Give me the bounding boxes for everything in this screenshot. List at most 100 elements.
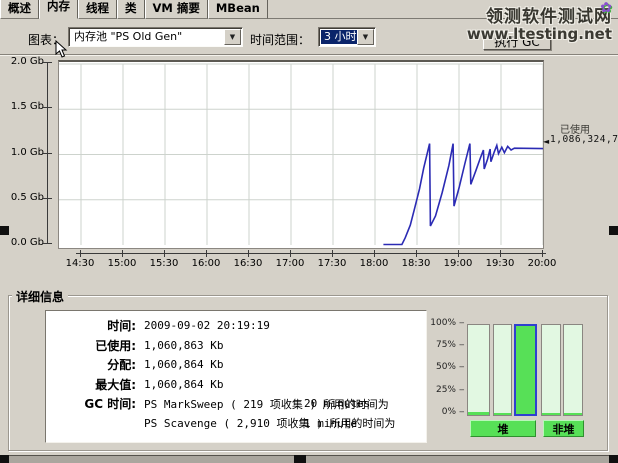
- tab-MBean[interactable]: MBean: [207, 0, 268, 19]
- gauge-scale-row: 75% --: [428, 340, 464, 350]
- chevron-down-icon[interactable]: ▼: [224, 29, 241, 45]
- y-tick-label: 0.0 Gb: [10, 237, 44, 248]
- y-axis-ruler: [47, 62, 48, 243]
- resize-handle-left[interactable]: [0, 226, 9, 235]
- watermark-site-name: 领测软件测试网: [486, 7, 612, 27]
- gauge-scale-label: 50%: [435, 362, 456, 373]
- time-range-combobox[interactable]: 3 小时 ▼: [318, 27, 376, 47]
- chart-select-label: 图表：: [28, 33, 65, 47]
- details-panel: 时间: 2009-09-02 20:19:19 已使用: 1,060,863 Kb 分配…: [45, 310, 427, 443]
- gauge-button-堆[interactable]: 堆: [470, 420, 536, 437]
- details-row-value: PS MarkSweep ( 219 项收集 ) 所用的时间为: [144, 397, 389, 411]
- x-tick-label: 15:30: [149, 258, 179, 269]
- x-tick-label: 17:00: [275, 258, 305, 269]
- selection-border-bottom: [0, 455, 618, 463]
- time-range-value: 3 小时: [321, 30, 358, 44]
- details-row-label: GC 时间:: [84, 397, 136, 412]
- gauge-scale-label: 25%: [435, 384, 456, 395]
- x-axis-ruler: [76, 253, 546, 254]
- memory-pool-bar-non-heap-1[interactable]: [541, 324, 561, 416]
- chart-select-value: 内存池 "PS Old Gen": [74, 30, 183, 43]
- y-tick-label: 0.5 Gb: [10, 191, 44, 203]
- x-tick-label: 20:00: [527, 258, 557, 269]
- bar-fill: [564, 413, 582, 415]
- x-tick-label: 19:00: [443, 258, 473, 269]
- series-line-已使用: [383, 142, 544, 246]
- x-tick-label: 15:00: [107, 258, 137, 269]
- x-tick-mark: [80, 250, 81, 257]
- time-range-label: 时间范围：: [250, 33, 311, 47]
- details-row-label: 分配:: [107, 358, 136, 373]
- perform-gc-button[interactable]: 执行 GC: [483, 32, 551, 50]
- gauge-scale-label: 75%: [435, 340, 456, 351]
- gauge-scale-row: 50% --: [428, 362, 464, 372]
- x-tick-mark: [458, 250, 459, 257]
- chart-plot-area[interactable]: [58, 60, 544, 249]
- details-group-title: 详细信息: [12, 288, 69, 305]
- x-tick-label: 18:30: [401, 258, 431, 269]
- resize-handle-bottom-center[interactable]: [294, 455, 306, 463]
- x-tick-mark: [122, 250, 123, 257]
- details-row-gc-duration: 1 minute: [304, 416, 357, 430]
- y-tick-label: 2.0 Gb: [10, 56, 44, 67]
- resize-handle-bottom-right[interactable]: [609, 455, 618, 463]
- y-tick-label: 1.5 Gb: [10, 101, 44, 113]
- memory-pool-bar-survivor[interactable]: [493, 324, 512, 416]
- details-row-gc-duration: 20 minutes: [304, 397, 371, 411]
- watermark-url: www.ltesting.net: [466, 25, 612, 43]
- gauge-scale-label: 100%: [430, 318, 456, 328]
- memory-pool-bar-non-heap-2[interactable]: [563, 324, 583, 416]
- x-tick-mark: [542, 250, 543, 257]
- details-row-label: 时间:: [107, 319, 136, 334]
- current-value: 1,086,324,720: [550, 134, 618, 145]
- y-tick-mark: [43, 243, 52, 244]
- bar-fill: [542, 413, 560, 415]
- tab-线程[interactable]: 线程: [78, 0, 117, 19]
- bar-fill: [494, 413, 511, 415]
- bar-fill: [468, 412, 489, 415]
- current-value-marker-icon: ◄: [543, 137, 550, 146]
- gauge-button-非堆[interactable]: 非堆: [543, 420, 584, 437]
- x-tick-label: 16:30: [233, 258, 263, 269]
- memory-pool-bar-eden-space[interactable]: [467, 324, 490, 416]
- resize-handle-bottom-left[interactable]: [0, 455, 9, 463]
- details-row: 分配: 1,060,864 Kb: [46, 355, 426, 375]
- tab-概述[interactable]: 概述: [0, 0, 39, 19]
- x-tick-mark: [206, 250, 207, 257]
- flower-icon: ✿: [600, 0, 612, 16]
- gauge-scale-tick: --: [459, 340, 464, 351]
- x-tick-mark: [416, 250, 417, 257]
- gauge-scale-tick: --: [459, 406, 464, 417]
- details-row-value: 1,060,864 Kb: [144, 377, 224, 391]
- x-tick-label: 16:00: [191, 258, 221, 269]
- chart-select-combobox[interactable]: 内存池 "PS Old Gen" ▼: [68, 27, 243, 47]
- tab-VM 摘要[interactable]: VM 摘要: [144, 0, 208, 19]
- details-row: 时间: 2009-09-02 20:19:19: [46, 316, 426, 336]
- details-groupbox: [8, 295, 608, 451]
- tab-类[interactable]: 类: [117, 0, 145, 19]
- x-tick-label: 19:30: [485, 258, 515, 269]
- gauge-scale-label: 0%: [441, 406, 456, 417]
- details-row-value: 1,060,864 Kb: [144, 358, 224, 372]
- gauge-scale-tick: --: [459, 384, 464, 395]
- tab-bar: 概述 内存 线程类 VM 摘要 MBean: [0, 0, 618, 19]
- x-tick-label: 17:30: [317, 258, 347, 269]
- x-tick-mark: [164, 250, 165, 257]
- tab-内存[interactable]: 内存: [39, 0, 78, 19]
- x-tick-label: 14:30: [65, 258, 95, 269]
- gauge-scale-tick: --: [459, 318, 464, 328]
- details-row: PS Scavenge ( 2,910 项收集 ) 所用的时间为 1 minute: [46, 414, 426, 434]
- resize-handle-right[interactable]: [609, 226, 618, 235]
- details-row-value: PS Scavenge ( 2,910 项收集 ) 所用的时间为: [144, 417, 396, 431]
- chevron-down-icon[interactable]: ▼: [357, 29, 374, 45]
- x-tick-mark: [374, 250, 375, 257]
- divider-highlight: [0, 55, 618, 56]
- details-row-label: 最大值:: [95, 377, 136, 392]
- x-tick-mark: [332, 250, 333, 257]
- x-tick-mark: [500, 250, 501, 257]
- memory-pool-bar-ps-old-gen[interactable]: [514, 324, 537, 416]
- memory-usage-line-chart: [59, 63, 544, 246]
- details-row-label: 已使用:: [95, 338, 136, 353]
- x-tick-label: 18:00: [359, 258, 389, 269]
